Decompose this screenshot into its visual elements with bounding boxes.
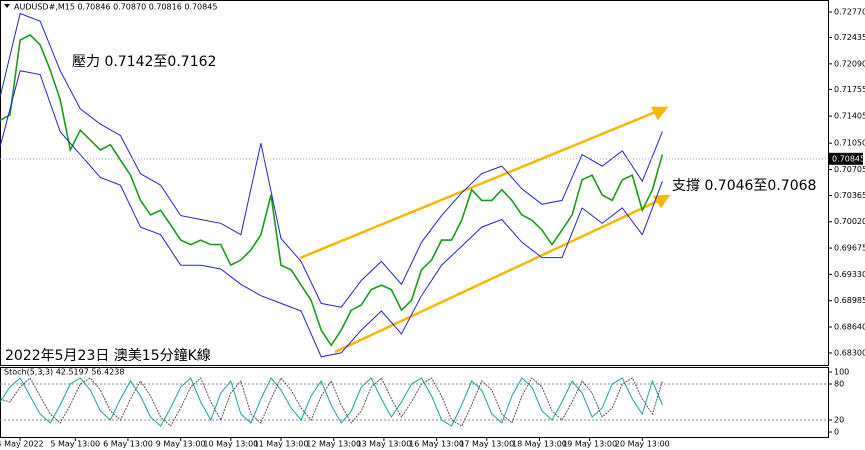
x-tick-label: 11 May 13:00 — [254, 440, 309, 449]
x-tick-label: 6 May 13:00 — [103, 440, 153, 449]
x-tick-label: 10 May 13:00 — [203, 440, 258, 449]
channel-bottom — [334, 198, 661, 354]
stoch-header: Stoch(5,3,3) 42.5197 56.4238 — [4, 368, 124, 377]
y-tick-label: 0.69675 — [834, 244, 865, 253]
main-frame — [0, 0, 829, 366]
x-tick-label: 9 May 13:00 — [156, 440, 206, 449]
series-line — [0, 70, 663, 358]
series-line — [0, 377, 663, 427]
y-tick-label: 0.71050 — [834, 139, 865, 148]
y-tick-label: 0.71405 — [834, 112, 865, 121]
y-tick-label: 0.72090 — [834, 59, 865, 68]
x-tick-label: 18 May 13:00 — [512, 440, 567, 449]
y-tick-label: 80 — [834, 380, 844, 389]
x-tick-label: 19 May 13:00 — [562, 440, 617, 449]
y-tick-label: 0 — [834, 428, 839, 437]
y-tick-label: 0.68640 — [834, 323, 865, 332]
arrow-head — [650, 106, 669, 121]
series-line — [0, 12, 663, 308]
resistance-note: 壓力 0.7142至0.7162 — [72, 54, 216, 70]
series-line — [0, 33, 664, 347]
last-price-label: 0.70845 — [832, 154, 865, 163]
x-tick-label: 4 May 2022 — [0, 440, 44, 449]
channel — [299, 106, 671, 354]
arrow-head — [652, 194, 671, 209]
stoch-frame — [0, 367, 829, 438]
y-tick-label: 0.68985 — [834, 296, 865, 305]
x-tick-label: 12 May 13:00 — [306, 440, 361, 449]
y-tick-label: 0.68300 — [834, 348, 865, 357]
chart-caption: 2022年5月23日 澳美15分鐘K線 — [5, 347, 211, 364]
y-tick-label: 20 — [834, 416, 844, 425]
y-tick-label: 0.70365 — [834, 191, 865, 200]
series-line — [0, 377, 663, 427]
y-tick-label: 0.71755 — [834, 85, 865, 94]
x-tick-label: 16 May 13:00 — [409, 440, 464, 449]
channel-top — [299, 109, 659, 260]
y-tick-label: 0.70020 — [834, 217, 865, 226]
y-tick-label: 0.72435 — [834, 33, 865, 42]
x-tick-label: 17 May 13:00 — [459, 440, 514, 449]
y-tick-label: 100 — [834, 368, 849, 377]
x-tick-label: 20 May 13:00 — [615, 440, 670, 449]
support-note: 支撐 0.7046至0.7068 — [672, 178, 816, 194]
y-tick-label: 0.72770 — [834, 7, 865, 16]
y-tick-label: 0.69330 — [834, 270, 865, 279]
x-tick-label: 5 May 13:00 — [50, 440, 100, 449]
menu-icon — [4, 4, 10, 8]
last-price-box — [829, 152, 863, 165]
chart-header: AUDUSD#,M15 0.70846 0.70870 0.70816 0.70… — [14, 3, 217, 12]
y-tick-label: 0.70705 — [834, 165, 865, 174]
x-tick-label: 13 May 13:00 — [356, 440, 411, 449]
